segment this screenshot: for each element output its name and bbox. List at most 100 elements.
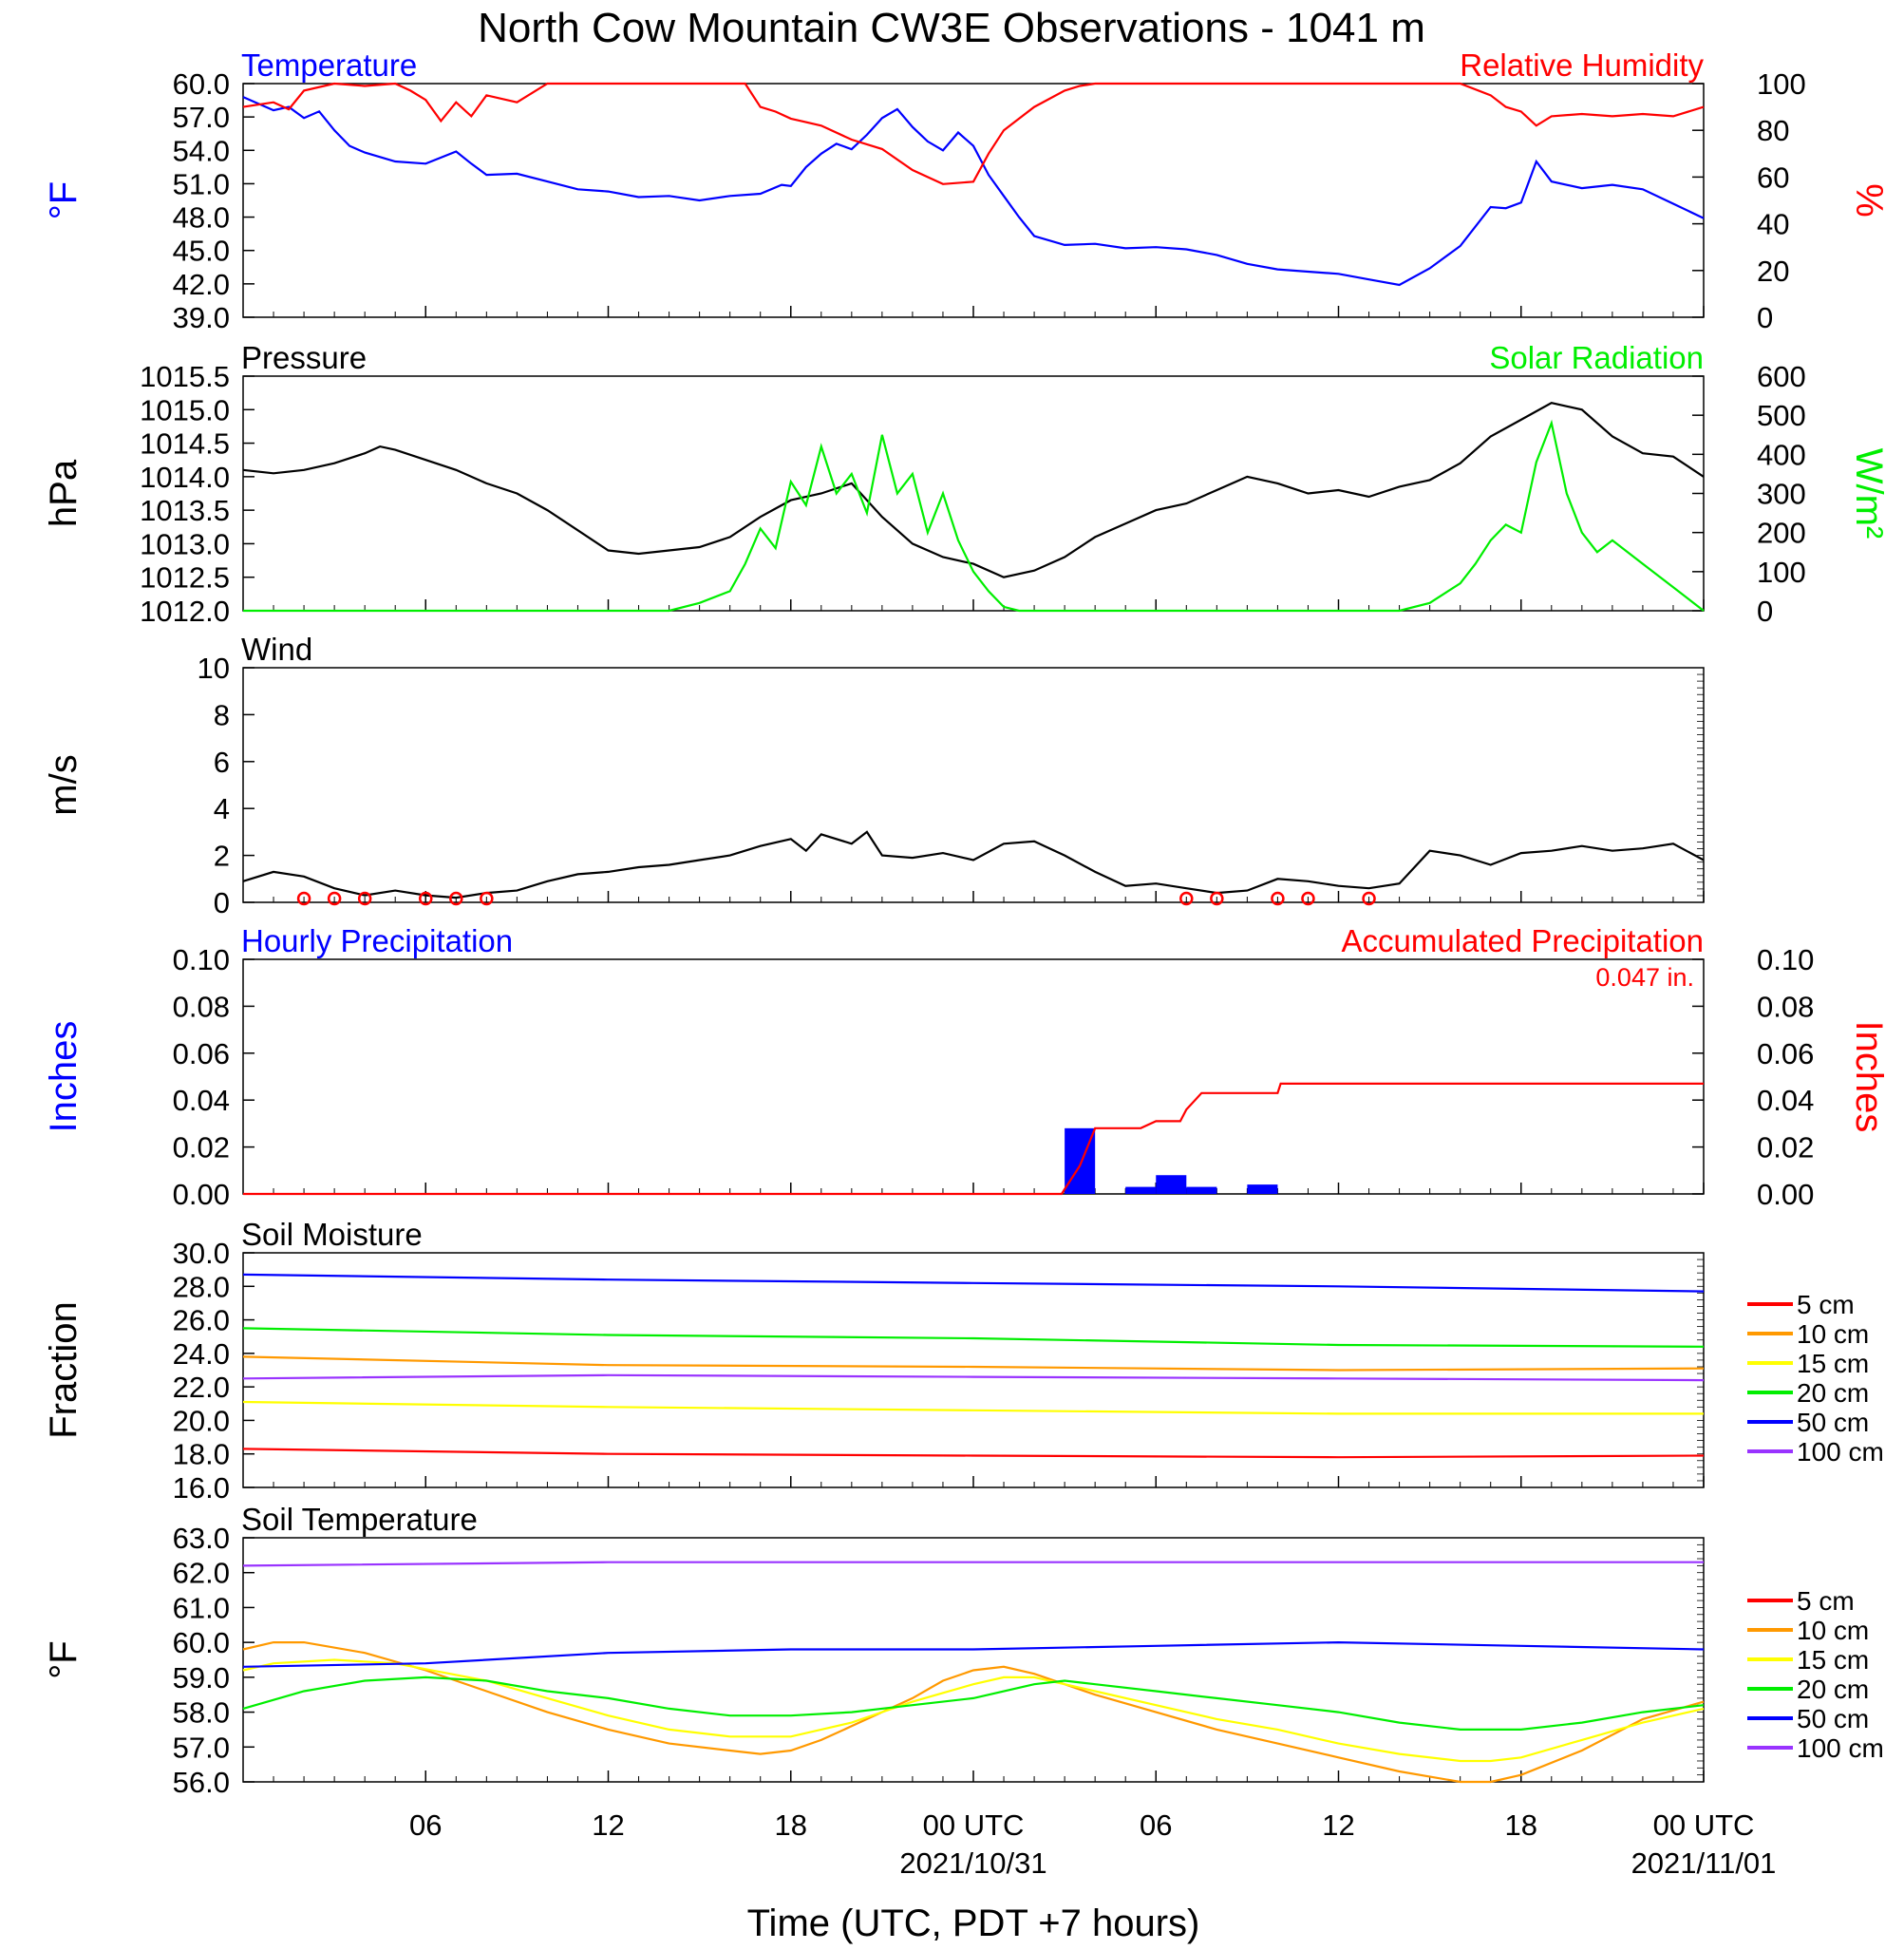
y-tick-label: 57.0	[173, 101, 230, 134]
y-tick-label: 1012.0	[140, 595, 230, 628]
calm-wind-marker	[449, 891, 463, 906]
chart-title: North Cow Mountain CW3E Observations - 1…	[478, 5, 1425, 51]
plot-frame	[242, 667, 1705, 903]
y-right-tick-label: 20	[1757, 255, 1789, 288]
series-line-20-cm	[242, 1675, 1705, 1732]
y-tick-label: 22.0	[173, 1371, 230, 1404]
y-tick-label: 54.0	[173, 134, 230, 167]
series-line-wind	[242, 830, 1705, 899]
legend-label: 5 cm	[1797, 1586, 1855, 1616]
y-tick-label: 1013.5	[140, 494, 230, 527]
y-tick-label: 60.0	[173, 67, 230, 101]
y-right-tick-label: 0	[1757, 301, 1773, 334]
calm-wind-marker	[1271, 891, 1285, 906]
panel-1: 60.057.054.051.048.045.042.039.0 100 80 60 4…	[43, 47, 1890, 334]
y-right-tick-label: 600	[1757, 360, 1806, 393]
y-axis-label: m/s	[43, 754, 85, 815]
x-axis: 06 12 18 00 UTC 06 12 18 00 UTC 2021/10/31 2021/1…	[409, 1808, 1776, 1880]
y-axis-label: hPa	[43, 459, 85, 527]
y-tick-label: 0.10	[173, 943, 230, 976]
calm-wind-marker	[480, 891, 494, 906]
y-tick-label: 48.0	[173, 201, 230, 235]
y-right-tick-label: 100	[1757, 67, 1806, 101]
panel-title-right: Relative Humidity	[1460, 47, 1704, 83]
y-tick-label: 6	[214, 746, 230, 779]
panel-title-left: Temperature	[241, 47, 417, 83]
calm-wind-marker	[296, 891, 311, 906]
legend-label: 50 cm	[1797, 1704, 1869, 1733]
y-right-axis-label: W/m²	[1848, 448, 1890, 540]
y-tick-label: 16.0	[173, 1471, 230, 1505]
y-tick-label: 10	[198, 652, 230, 685]
x-tick-label: 00 UTC	[923, 1808, 1025, 1842]
calm-wind-marker	[1210, 891, 1224, 906]
panel-3: 10 8 6 4 2 0 Wind m/s	[43, 632, 1705, 919]
calm-wind-marker	[1179, 891, 1194, 906]
y-right-tick-label: 0.04	[1757, 1084, 1814, 1117]
y-right-tick-label: 0.06	[1757, 1037, 1814, 1070]
y-tick-label: 60.0	[173, 1626, 230, 1659]
plot-frame	[242, 375, 1705, 612]
y-tick-label: 57.0	[173, 1731, 230, 1764]
precip-bar	[1186, 1186, 1217, 1194]
y-tick-label: 18.0	[173, 1438, 230, 1471]
precip-bar	[1247, 1184, 1278, 1194]
series-line-solar-radiation	[243, 419, 1705, 613]
y-axis-label: Inches	[43, 1021, 85, 1133]
series-line-temperature	[242, 96, 1705, 287]
series-line-100-cm	[242, 1373, 1705, 1382]
calm-wind-marker	[1362, 891, 1376, 906]
y-tick-label: 28.0	[173, 1270, 230, 1303]
y-tick-label: 45.0	[173, 235, 230, 268]
series-line-relative-humidity	[242, 82, 1705, 185]
x-tick-label: 06	[1140, 1808, 1172, 1842]
panel-title-left: Pressure	[241, 340, 367, 375]
y-right-tick-label: 400	[1757, 438, 1806, 471]
y-tick-label: 1013.0	[140, 527, 230, 560]
y-tick-label: 59.0	[173, 1661, 230, 1694]
y-right-tick-label: 0.02	[1757, 1131, 1814, 1164]
accumulated-precip-line	[243, 1082, 1704, 1196]
legend-label: 5 cm	[1797, 1290, 1855, 1319]
calm-wind-marker	[327, 891, 342, 906]
accumulated-total-label: 0.047 in.	[1595, 963, 1694, 992]
y-tick-label: 1014.5	[140, 427, 230, 461]
series-line-15-cm	[242, 1658, 1705, 1763]
plot-frame	[242, 1537, 1705, 1783]
y-tick-label: 39.0	[173, 301, 230, 334]
y-tick-label: 30.0	[173, 1237, 230, 1270]
panels: 60.057.054.051.048.045.042.039.010080604…	[43, 47, 1890, 1799]
y-tick-label: 2	[214, 840, 230, 873]
y-tick-label: 58.0	[173, 1696, 230, 1730]
panel-title-left: Soil Moisture	[241, 1217, 423, 1252]
series-line-5-cm	[242, 1448, 1705, 1459]
precip-bar	[1125, 1186, 1157, 1194]
y-tick-label: 0.08	[173, 990, 230, 1023]
legend-label: 15 cm	[1797, 1645, 1869, 1675]
y-right-axis-label: Inches	[1848, 1021, 1890, 1133]
series-line-10-cm	[242, 1640, 1705, 1784]
y-right-tick-label: 0.00	[1757, 1178, 1814, 1211]
y-tick-label: 61.0	[173, 1591, 230, 1624]
legend-label: 50 cm	[1797, 1408, 1869, 1437]
x-tick-label: 06	[409, 1808, 442, 1842]
y-tick-label: 8	[214, 698, 230, 731]
y-right-tick-label: 40	[1757, 208, 1789, 241]
calm-wind-marker	[357, 891, 372, 906]
legend-label: 100 cm	[1797, 1733, 1884, 1763]
y-right-tick-label: 60	[1757, 161, 1789, 194]
x-tick-label: 18	[1505, 1808, 1537, 1842]
y-axis-label: °F	[43, 181, 85, 219]
panel-title-left: Hourly Precipitation	[241, 923, 513, 958]
x-tick-label: 18	[775, 1808, 807, 1842]
x-tick-label: 12	[1322, 1808, 1354, 1842]
y-tick-label: 56.0	[173, 1766, 230, 1799]
y-axis-label: Fraction	[43, 1301, 85, 1439]
y-tick-label: 20.0	[173, 1404, 230, 1437]
y-tick-label: 1014.0	[140, 461, 230, 494]
legend-label: 20 cm	[1797, 1675, 1869, 1704]
x-tick-label: 12	[592, 1808, 624, 1842]
legend-label: 20 cm	[1797, 1378, 1869, 1408]
y-tick-label: 1012.5	[140, 561, 230, 595]
